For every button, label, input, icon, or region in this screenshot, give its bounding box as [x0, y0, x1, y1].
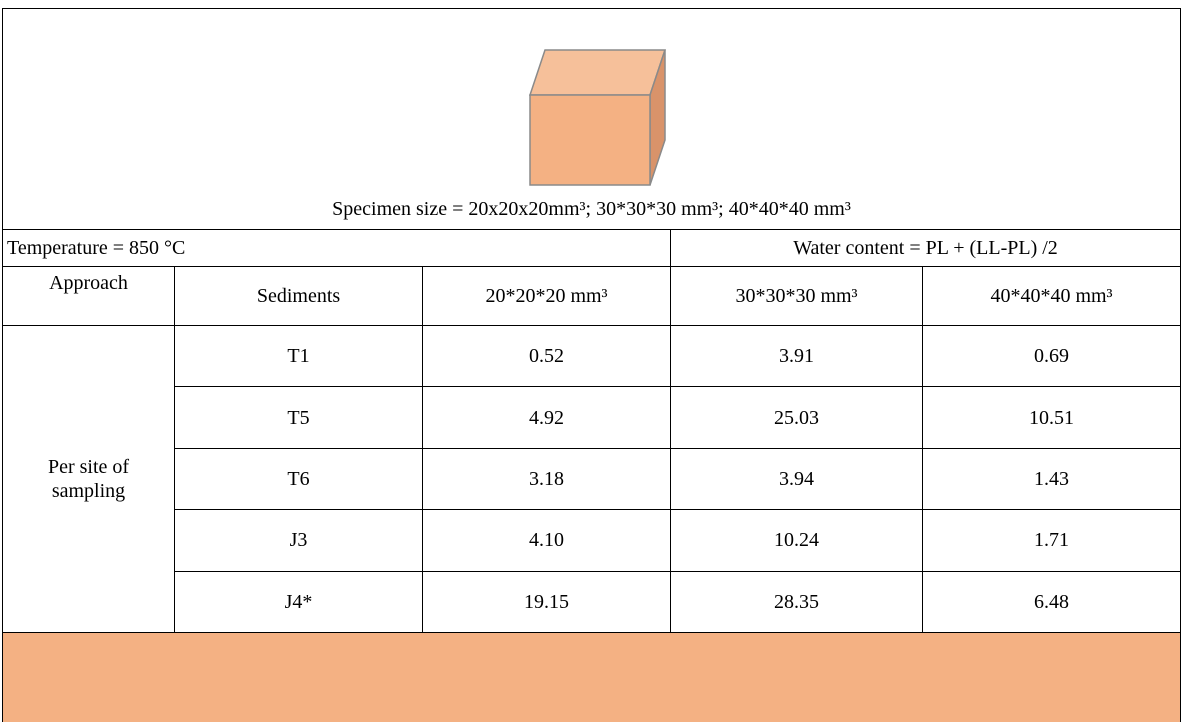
value-cell: 25.03: [670, 386, 923, 449]
value-cell: 0.69: [922, 325, 1181, 388]
footer-band: [2, 632, 1181, 722]
sediment-cell: J4*: [174, 570, 423, 633]
cube-icon: [528, 49, 667, 186]
specimen-caption: Specimen size = 20x20x20mm³; 30*30*30 mm…: [332, 198, 851, 220]
sediment-cell: T1: [174, 325, 423, 388]
value-cell: 10.24: [670, 509, 923, 572]
value-cell: 6.48: [922, 570, 1181, 633]
approach-cell: Per site of sampling: [2, 325, 175, 633]
header-cell: 40*40*40 mm³: [922, 266, 1181, 326]
water-content-cell: Water content = PL + (LL-PL) /2: [670, 229, 1181, 267]
sediment-cell: T6: [174, 447, 423, 511]
temperature-cell: Temperature = 850 °C: [2, 229, 671, 267]
header-cell: 30*30*30 mm³: [670, 266, 923, 326]
value-cell: 19.15: [422, 570, 671, 633]
sediment-cell: J3: [174, 509, 423, 572]
value-cell: 10.51: [922, 386, 1181, 449]
value-cell: 0.52: [422, 325, 671, 388]
value-cell: 3.91: [670, 325, 923, 388]
value-cell: 4.92: [422, 386, 671, 449]
value-cell: 4.10: [422, 509, 671, 572]
header-cell: Sediments: [174, 266, 423, 326]
sediment-cell: T5: [174, 386, 423, 449]
value-cell: 3.18: [422, 447, 671, 511]
value-cell: 3.94: [670, 447, 923, 511]
header-cell: 20*20*20 mm³: [422, 266, 671, 326]
value-cell: 1.71: [922, 509, 1181, 572]
value-cell: 28.35: [670, 570, 923, 633]
value-cell: 1.43: [922, 447, 1181, 511]
header-cell: Approach: [2, 266, 175, 326]
